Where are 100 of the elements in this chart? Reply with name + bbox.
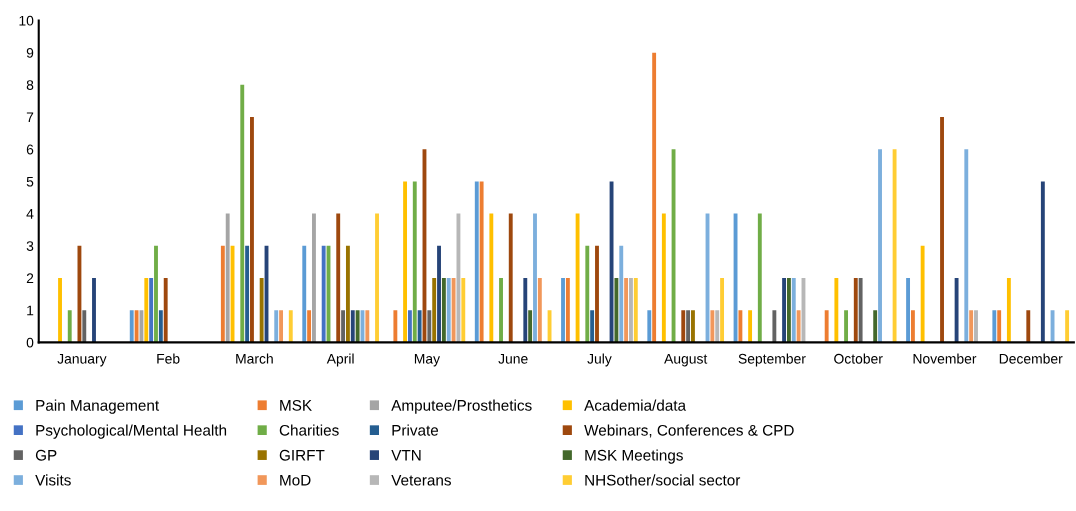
- bar: [997, 310, 1002, 343]
- bar: [920, 245, 925, 343]
- legend-label: Academia/data: [584, 399, 687, 411]
- bar: [782, 277, 787, 343]
- bar: [279, 310, 284, 343]
- x-tick-label: June: [498, 353, 528, 364]
- bar: [403, 181, 408, 343]
- bar: [619, 245, 624, 343]
- bar: [772, 310, 777, 343]
- bar: [451, 277, 456, 343]
- y-tick-label: 2: [26, 273, 34, 284]
- bar: [58, 277, 62, 343]
- bar: [441, 277, 446, 343]
- bar: [738, 310, 743, 343]
- legend-label: Psychological/Mental Health: [36, 424, 227, 439]
- bar: [873, 310, 878, 343]
- bar: [715, 310, 720, 343]
- bar: [336, 213, 341, 343]
- legend-label: Private: [392, 424, 439, 436]
- bar: [250, 117, 254, 343]
- legend-label: MoD: [280, 474, 311, 486]
- legend-label: MSK: [280, 399, 312, 411]
- y-tick-label: 6: [26, 144, 34, 155]
- bar: [259, 277, 264, 343]
- bar: [474, 181, 479, 343]
- legend-label: GP: [35, 449, 57, 461]
- bar: [288, 310, 293, 343]
- bar: [321, 245, 326, 343]
- bar: [77, 245, 82, 343]
- bar: [307, 310, 312, 343]
- bar: [134, 310, 139, 343]
- bar: [240, 84, 245, 343]
- bar: [892, 149, 897, 343]
- x-tick-label: July: [587, 353, 612, 367]
- bar: [528, 310, 533, 343]
- bar: [624, 277, 629, 343]
- bar: [144, 277, 149, 343]
- bar: [992, 310, 997, 343]
- bar: [757, 213, 762, 343]
- legend-label: Veterans: [391, 474, 451, 486]
- y-tick-label: 7: [26, 112, 34, 123]
- bar: [686, 310, 691, 343]
- bar: [350, 310, 355, 343]
- y-tick-label: 8: [26, 80, 34, 90]
- bar: [417, 310, 422, 343]
- bar: [365, 310, 370, 343]
- x-tick-label: Feb: [157, 353, 180, 364]
- bar: [561, 277, 565, 343]
- bar: [595, 245, 599, 343]
- bar: [82, 310, 87, 343]
- x-tick-label: August: [664, 353, 708, 367]
- bar: [974, 310, 978, 343]
- bar: [585, 245, 590, 343]
- x-tick-label: September: [738, 353, 806, 367]
- legend-label: Amputee/Prosthetics: [391, 399, 532, 414]
- bar: [225, 213, 230, 343]
- bar: [508, 213, 513, 343]
- bar: [824, 310, 829, 343]
- bar: [614, 277, 619, 343]
- bar: [858, 277, 863, 343]
- legend-label: Visits: [35, 474, 71, 486]
- bar: [969, 310, 974, 343]
- bar: [274, 310, 279, 343]
- bar: [710, 310, 715, 343]
- bar: [661, 213, 666, 343]
- bar: [345, 245, 350, 343]
- bar: [786, 277, 791, 343]
- bar: [954, 277, 959, 343]
- bar: [479, 181, 484, 343]
- legend-label: Webinars, Conferences & CPD: [584, 424, 794, 438]
- y-tick-label: 4: [26, 209, 34, 219]
- bar: [720, 277, 725, 343]
- bar: [312, 213, 316, 343]
- legend-label: MSK Meetings: [585, 449, 683, 464]
- bar: [791, 277, 796, 343]
- bar: [796, 310, 801, 343]
- bar: [633, 277, 638, 343]
- bar: [139, 310, 144, 343]
- x-tick-label: May: [414, 353, 440, 367]
- legend-label: NHSother/social sector: [585, 474, 741, 486]
- bar: [341, 310, 346, 343]
- bar: [590, 310, 595, 343]
- x-tick-label: October: [834, 353, 883, 364]
- bar: [489, 213, 494, 343]
- bar: [355, 310, 360, 343]
- bar: [499, 277, 503, 343]
- bar: [910, 310, 915, 343]
- bar: [878, 149, 882, 343]
- bar: [629, 277, 633, 343]
- bar: [1026, 310, 1031, 343]
- bar: [681, 310, 686, 343]
- bar: [1040, 181, 1045, 343]
- bar: [92, 277, 96, 343]
- x-tick-label: April: [326, 353, 354, 367]
- bar: [158, 310, 163, 343]
- legend-label: Charities: [279, 424, 339, 436]
- bar: [537, 277, 542, 343]
- bar: [523, 277, 528, 343]
- bar: [446, 277, 451, 343]
- bar: [1006, 277, 1011, 343]
